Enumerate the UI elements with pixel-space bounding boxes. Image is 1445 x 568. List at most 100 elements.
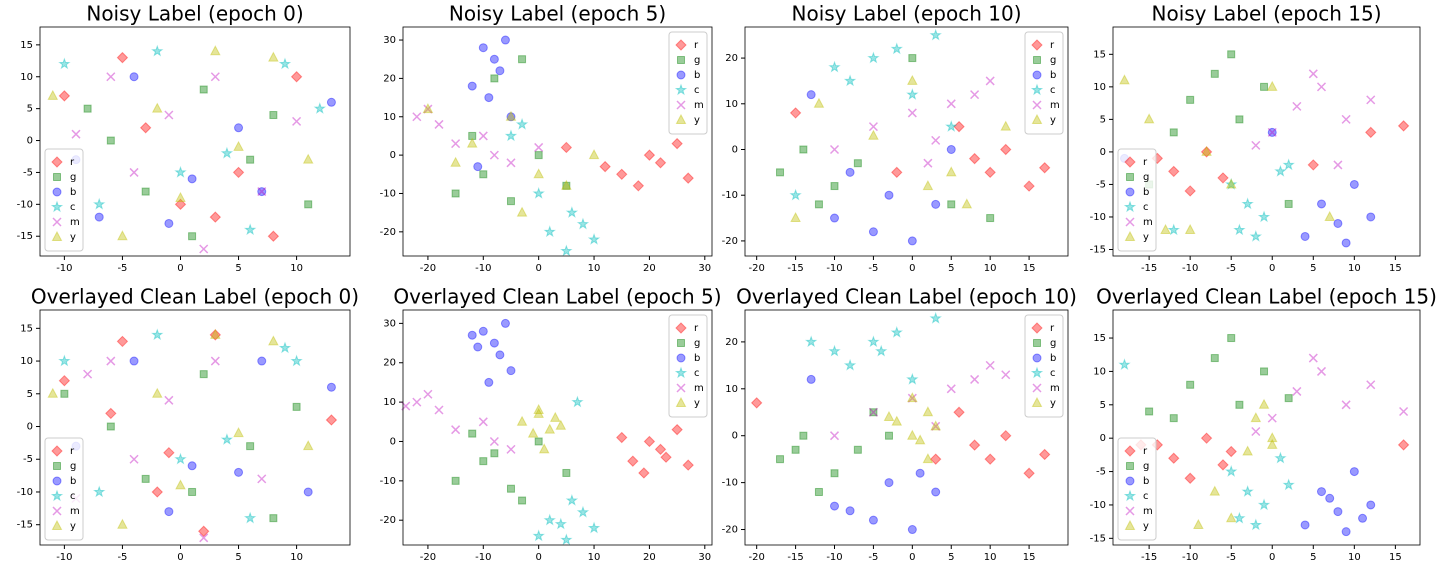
- point: [953, 406, 965, 418]
- point: [922, 453, 934, 464]
- y-tick-label: -10: [722, 478, 738, 489]
- point: [671, 137, 683, 150]
- point: [1251, 140, 1261, 150]
- point: [506, 484, 515, 493]
- point: [845, 506, 855, 516]
- legend-label: m: [1143, 217, 1153, 228]
- y-tick-label: 0: [1100, 433, 1106, 444]
- point: [671, 423, 683, 436]
- legend-marker: [1125, 476, 1135, 486]
- x-tick-label: 5: [235, 263, 241, 274]
- legend-marker: [675, 39, 687, 51]
- point: [234, 467, 244, 477]
- y-tick-label: 0: [27, 422, 33, 433]
- point: [1366, 500, 1376, 510]
- point: [931, 135, 941, 145]
- point: [1260, 82, 1269, 91]
- x-tick-label: 0: [535, 263, 541, 274]
- point: [1292, 101, 1302, 111]
- y-tick-label: -10: [17, 199, 33, 210]
- y-tick-label: 15: [20, 40, 33, 51]
- point: [1233, 223, 1246, 236]
- point: [1333, 218, 1343, 228]
- x-tick-label: 0: [1269, 552, 1275, 563]
- point: [141, 474, 150, 483]
- point: [907, 236, 917, 246]
- point: [303, 487, 313, 497]
- chart-title: Overlayed Clean Label (epoch 0): [31, 285, 359, 309]
- point: [1167, 223, 1180, 236]
- point: [506, 158, 516, 168]
- point: [533, 168, 545, 179]
- legend-marker: [1126, 173, 1134, 181]
- point: [199, 85, 208, 94]
- point: [83, 104, 92, 113]
- point: [58, 90, 71, 102]
- point: [495, 350, 505, 360]
- y-tick-label: -15: [1090, 244, 1106, 255]
- y-tick-label: -15: [1090, 533, 1106, 544]
- point: [571, 395, 584, 408]
- legend-box: [1024, 314, 1064, 418]
- point: [947, 200, 956, 209]
- point: [94, 212, 104, 222]
- legend-marker: [1031, 322, 1043, 334]
- legend-marker: [1124, 519, 1136, 530]
- legend-label: b: [1050, 70, 1056, 81]
- legend-marker: [676, 100, 686, 110]
- point: [1341, 400, 1351, 410]
- point: [1200, 146, 1213, 158]
- point: [489, 436, 499, 447]
- x-tick-label: 0: [177, 552, 183, 563]
- point: [806, 90, 816, 100]
- point: [1169, 414, 1178, 423]
- legend-marker: [1032, 70, 1042, 80]
- point: [776, 455, 785, 464]
- point: [986, 214, 995, 223]
- point: [506, 112, 516, 122]
- point: [1267, 413, 1277, 423]
- point: [1225, 177, 1238, 190]
- point: [829, 144, 840, 155]
- point: [1284, 199, 1293, 208]
- x-tick-label: -20: [420, 263, 436, 274]
- y-tick-label: 20: [383, 73, 396, 84]
- plot-frame: [39, 26, 351, 257]
- point: [450, 156, 461, 167]
- point: [326, 382, 336, 392]
- point: [174, 198, 187, 211]
- point: [246, 155, 255, 164]
- legend-label: r: [1143, 446, 1148, 457]
- point: [1227, 50, 1236, 59]
- point: [1023, 180, 1035, 192]
- point: [1258, 398, 1270, 409]
- chart-title: Overlayed Clean Label (epoch 15): [1096, 285, 1437, 309]
- point: [58, 374, 71, 387]
- y-tick-label: 20: [725, 53, 738, 64]
- point: [151, 486, 163, 498]
- point: [1366, 212, 1376, 222]
- point: [478, 326, 488, 336]
- point: [1023, 467, 1035, 479]
- x-tick-label: 10: [290, 263, 303, 274]
- point: [867, 335, 880, 348]
- point: [1186, 95, 1195, 104]
- x-tick-label: -5: [117, 552, 127, 563]
- legend-label: r: [70, 157, 75, 168]
- point: [175, 191, 186, 202]
- point: [1184, 185, 1196, 197]
- point: [175, 479, 186, 490]
- point: [1225, 445, 1237, 458]
- x-tick-label: -20: [749, 263, 765, 274]
- point: [518, 496, 527, 505]
- y-tick-label: 0: [1100, 147, 1106, 158]
- point: [1251, 426, 1261, 437]
- point: [106, 356, 116, 366]
- point: [268, 335, 279, 346]
- point: [490, 449, 499, 458]
- point: [484, 93, 494, 103]
- point: [527, 427, 539, 438]
- point: [1266, 432, 1278, 443]
- y-tick-label: -5: [1096, 179, 1106, 190]
- point: [516, 206, 528, 217]
